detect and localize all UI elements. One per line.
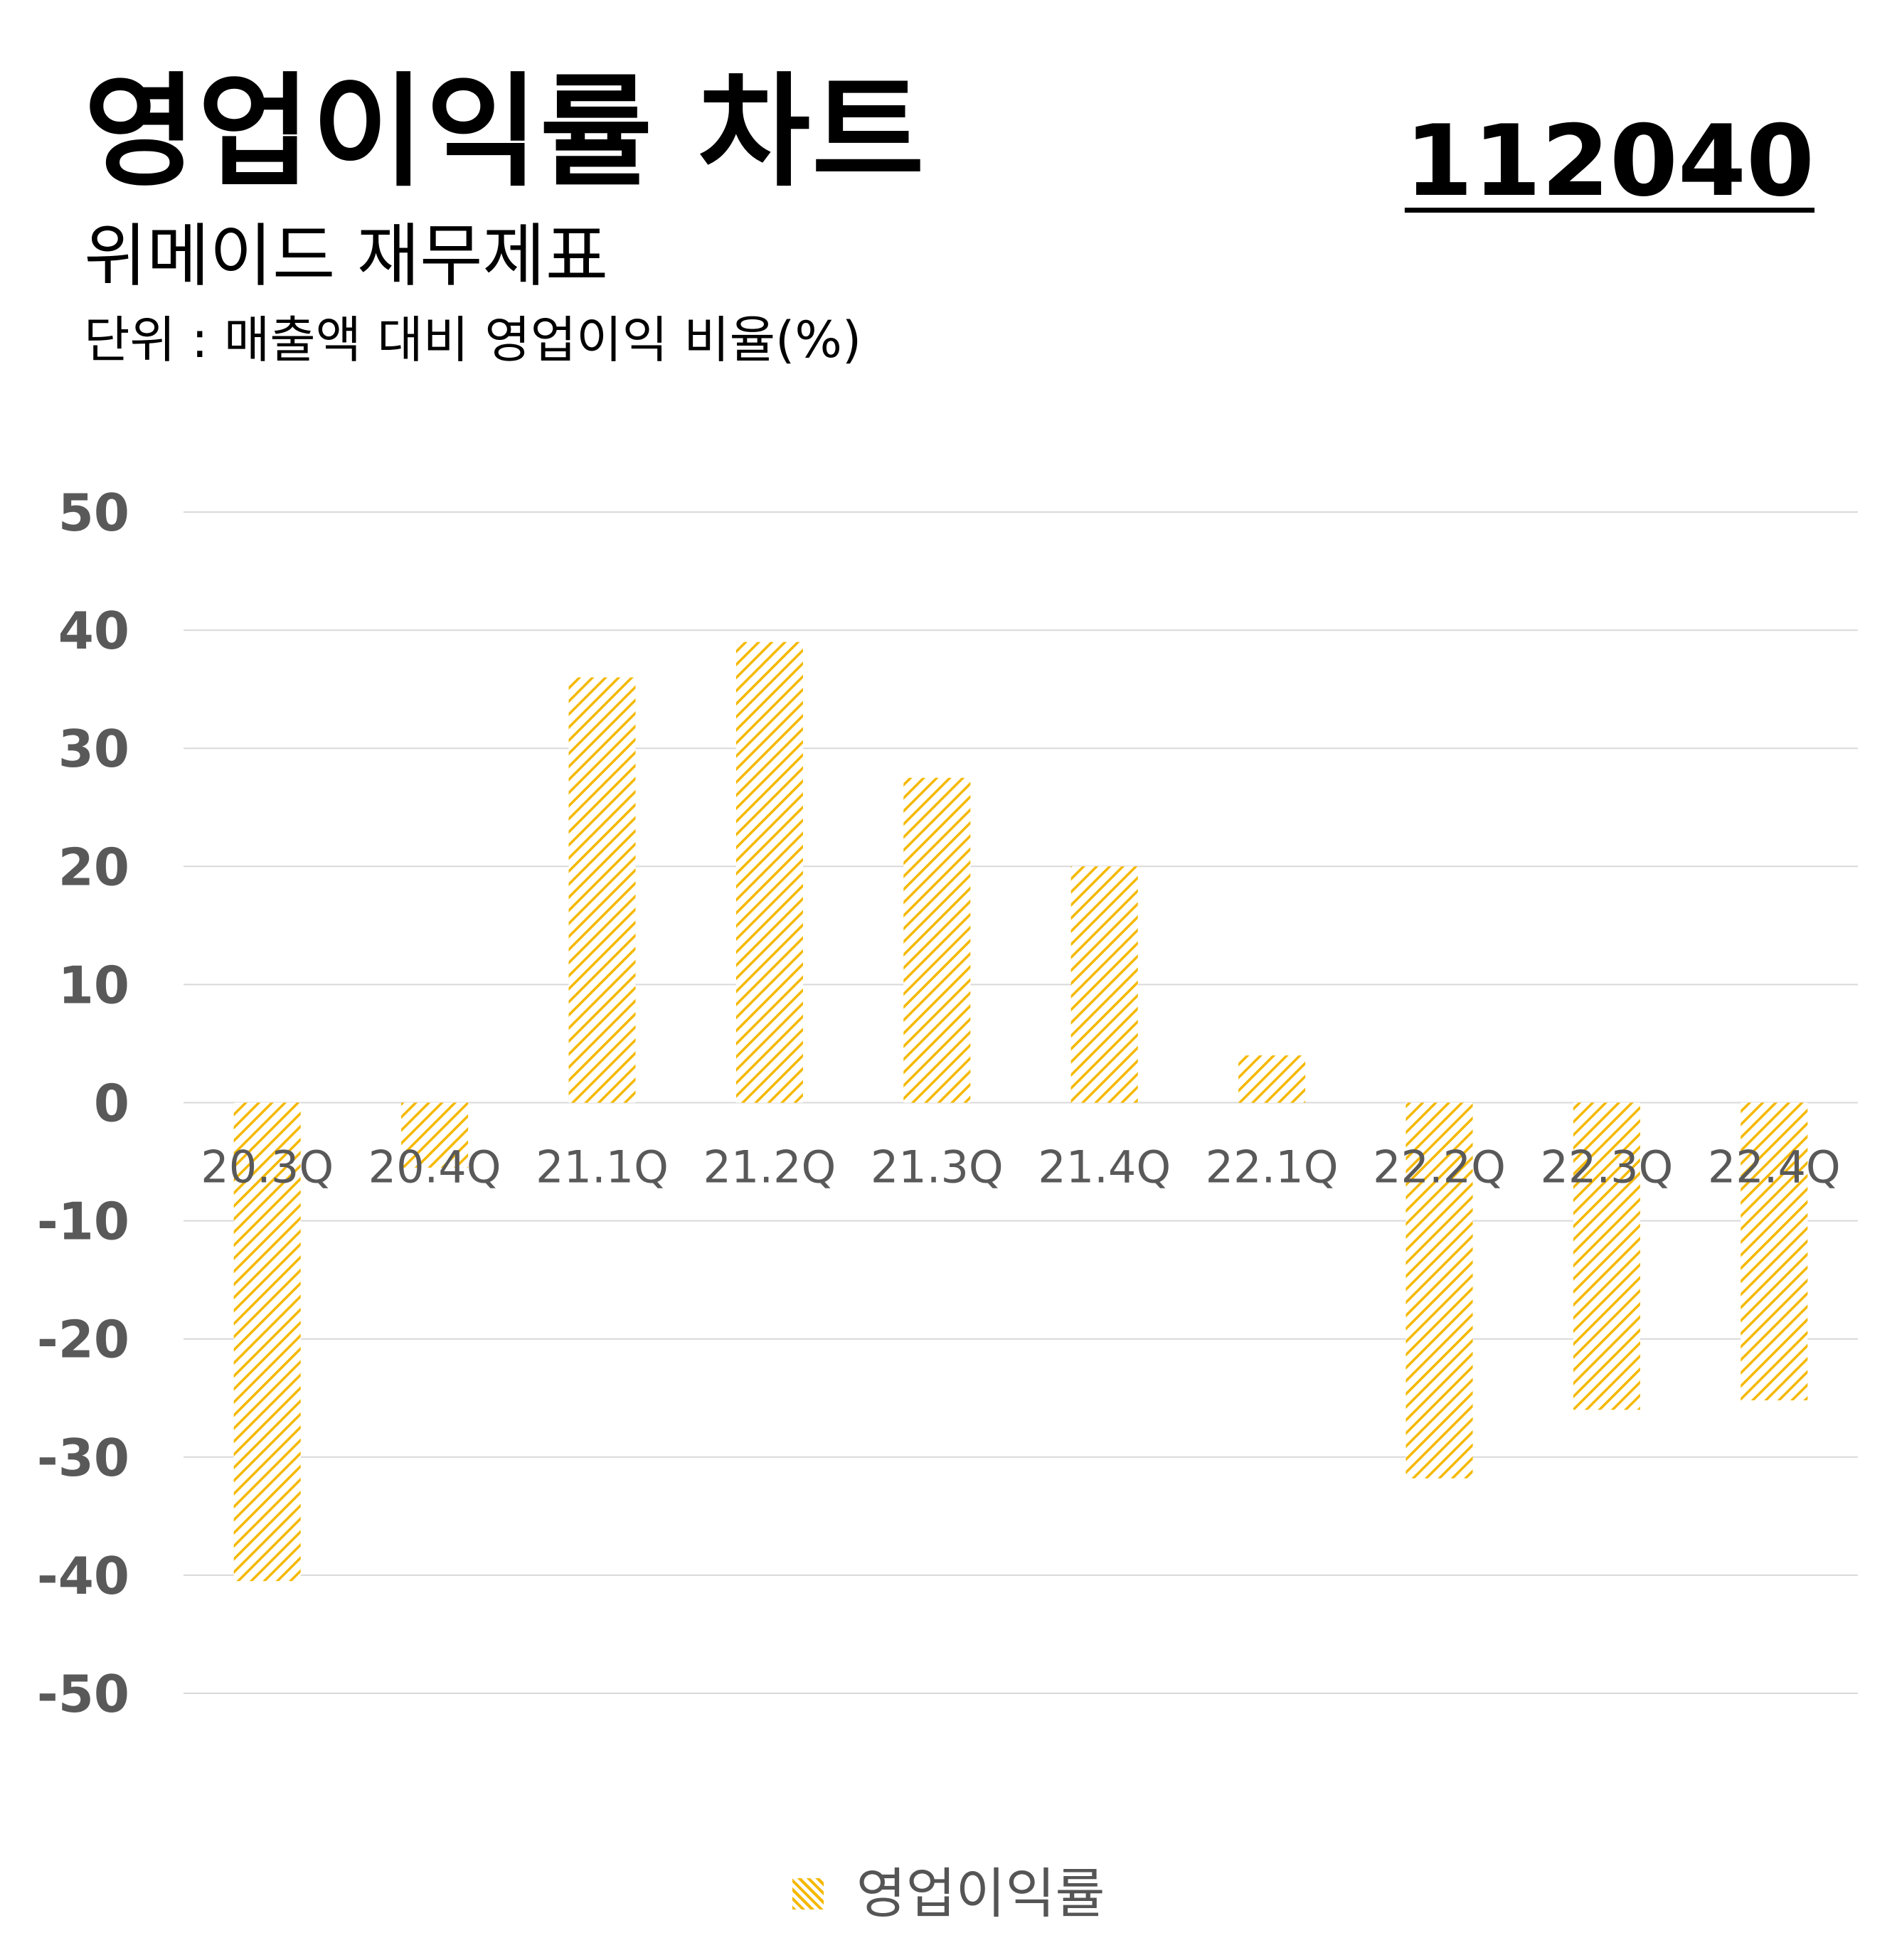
legend: 영업이익률 [0, 1863, 1897, 1921]
bar [1238, 1055, 1306, 1103]
x-tick-label: 20.3Q [201, 1141, 334, 1193]
bar [401, 1102, 469, 1168]
y-tick-label: 10 [58, 955, 129, 1015]
bar [1741, 1102, 1808, 1401]
y-tick-label: 0 [94, 1074, 129, 1134]
x-tick-label: 21.2Q [703, 1141, 836, 1193]
bar [735, 641, 803, 1103]
y-tick-label: 40 [58, 601, 129, 661]
x-axis-ticks: 20.3Q 20.4Q 21.1Q 21.2Q 21.3Q 21.4Q 22.1Q 22.2Q… [201, 1141, 1840, 1193]
bar [1573, 1102, 1640, 1410]
bar [568, 677, 636, 1103]
y-tick-label: -50 [37, 1664, 129, 1724]
y-tick-label: -30 [37, 1428, 129, 1488]
x-tick-label: 20.4Q [368, 1141, 501, 1193]
unit-label: 단위 : 매출액 대비 영업이익 비율(%) [84, 311, 862, 369]
x-tick-label: 21.1Q [536, 1141, 669, 1193]
bar [1406, 1102, 1473, 1479]
chart-title: 영업이익률 차트 [84, 60, 926, 203]
legend-swatch-icon [792, 1878, 824, 1910]
y-tick-label: 30 [58, 719, 129, 779]
x-tick-label: 21.3Q [871, 1141, 1004, 1193]
bar [903, 777, 971, 1103]
y-axis-ticks: 50 40 30 20 10 0 -10 -20 -30 -40 -50 [37, 483, 129, 1724]
x-tick-label: 22.3Q [1540, 1141, 1673, 1193]
x-tick-label: 22.2Q [1373, 1141, 1506, 1193]
y-tick-label: -40 [37, 1546, 129, 1606]
y-tick-label: -20 [37, 1310, 129, 1370]
bar [233, 1102, 301, 1582]
legend-label: 영업이익률 [856, 1862, 1105, 1925]
y-tick-label: 20 [58, 837, 129, 897]
x-tick-label: 22.4Q [1708, 1141, 1841, 1193]
chart-subtitle: 위메이드 재무제표 [84, 216, 609, 296]
y-tick-label: 50 [58, 483, 129, 543]
stock-code: 112040 [1404, 104, 1814, 218]
y-tick-label: -10 [37, 1192, 129, 1252]
x-tick-label: 21.4Q [1038, 1141, 1171, 1193]
gridlines [184, 511, 1858, 1694]
bar [1070, 866, 1138, 1103]
x-tick-label: 22.1Q [1206, 1141, 1339, 1193]
bars [233, 641, 1808, 1582]
